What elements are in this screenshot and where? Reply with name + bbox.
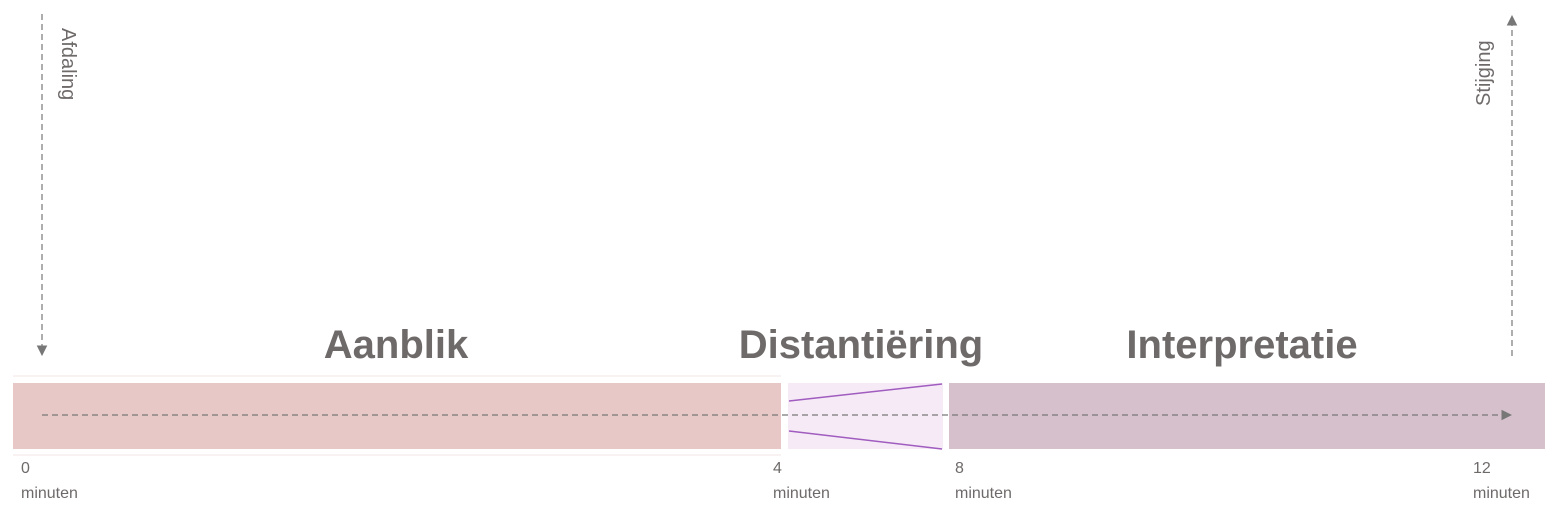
tick-unit: minuten [21, 485, 78, 502]
phase-title-interpretatie: Interpretatie [1126, 323, 1357, 367]
tick-value: 4 [773, 460, 782, 477]
distantiering-lower-line [788, 430, 943, 450]
tick-unit: minuten [773, 485, 830, 502]
phase-title-distantiering: Distantiëring [739, 323, 983, 367]
tick-value: 12 [1473, 460, 1491, 477]
phase-title-aanblik: Aanblik [324, 323, 469, 367]
phase-block-distantiering [788, 383, 943, 449]
tick-8: 8 minuten [955, 460, 1012, 502]
tick-0: 0 minuten [21, 460, 78, 502]
tick-4: 4 minuten [773, 460, 830, 502]
tick-unit: minuten [1473, 485, 1530, 502]
phase-block-interpretatie [949, 383, 1545, 449]
descent-label: Afdaling [57, 28, 79, 100]
phase-block-aanblik [13, 383, 781, 449]
ascent-label: Stijging [1473, 40, 1495, 106]
tick-unit: minuten [955, 485, 1012, 502]
tick-value: 0 [21, 460, 30, 477]
distantiering-upper-line [788, 383, 943, 402]
tick-12: 12 minuten [1473, 460, 1530, 502]
tick-value: 8 [955, 460, 964, 477]
